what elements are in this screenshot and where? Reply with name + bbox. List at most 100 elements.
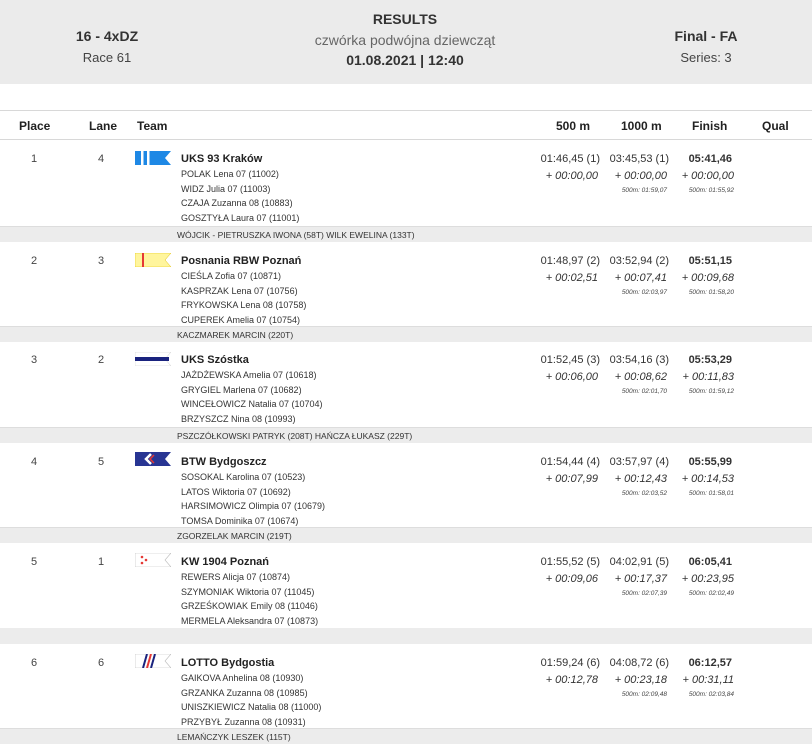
diff-finish: + 00:23,95 [681,573,734,585]
crew-member: POLAK Lena 07 (11002) [181,169,279,179]
crew-member: SOSOKAL Karolina 07 (10523) [181,472,306,482]
time-1000m: 04:02,91 (5) [609,556,669,568]
result-row: 5 1 KW 1904 Poznań REWERS Alicja 07 (108… [0,544,812,645]
diff-1000m: + 00:08,62 [614,371,667,383]
team-name: UKS Szóstka [181,354,249,366]
time-finish: 06:05,41 [688,556,732,568]
crew-member: BRZYSZCZ Nina 08 (10993) [181,413,296,424]
place-value: 6 [31,657,38,669]
event-code: 16 - 4xDZ [75,28,139,44]
diff-1000m: + 00:12,43 [614,473,667,485]
crew-member: SZYMONIAK Wiktoria 07 (11045) [181,586,315,597]
pace-1000m: 500m: 02:03,52 [621,490,667,497]
coach-bar: ZGORZELAK MARCIN (219T) [0,527,812,543]
crew-member: LATOS Wiktoria 07 (10692) [181,486,291,497]
race-datetime: 01.08.2021 | 12:40 [346,52,464,68]
crew-member: FRYKOWSKA Lena 08 (10758) [181,300,307,310]
time-1000m: 03:52,94 (2) [609,255,669,267]
crew-member: KASPRZAK Lena 07 (10756) [181,285,298,296]
club-flag-icon [135,151,171,165]
time-1000m: 03:57,97 (4) [609,456,669,468]
crew-list: GAIKOVA Anhelina 08 (10930) GRZANKA Zuza… [181,671,321,729]
diff-finish: + 00:14,53 [681,473,734,485]
team-name: Posnania RBW Poznań [181,255,302,267]
time-500m: 01:59,24 (6) [540,657,600,669]
column-finish: Finish [692,119,728,133]
pace-finish: 500m: 02:02,49 [688,590,734,597]
diff-500m: + 00:09,06 [545,573,598,585]
coach-bar: KACZMAREK MARCIN (220T) [0,326,812,342]
crew-member: GRZEŚKOWIAK Emily 08 (11046) [181,601,318,611]
time-finish: 05:55,99 [688,456,732,468]
diff-finish: + 00:00,00 [681,170,734,182]
result-row: 4 5 BTW Bydgoszcz SOSOKAL Karolina 07 (1… [0,444,812,544]
column-team: Team [137,119,168,133]
crew-member: GOSZTYŁA Laura 07 (11001) [181,212,300,223]
pace-1000m: 500m: 02:03,97 [621,289,667,296]
race-number: Race 61 [82,50,132,65]
time-1000m: 03:54,16 (3) [609,354,669,366]
coach-bar: LEMAŃCZYK LESZEK (115T) [0,728,812,744]
column-qual: Qual [762,119,789,133]
diff-finish: + 00:31,11 [682,674,734,686]
time-500m: 01:55,52 (5) [540,556,600,568]
diff-1000m: + 00:23,18 [614,674,667,686]
coach-names: LEMAŃCZYK LESZEK (115T) [177,732,291,742]
diff-500m: + 00:02,51 [545,272,598,284]
time-500m: 01:52,45 (3) [540,354,600,366]
club-flag-icon [135,654,171,668]
lane-value: 6 [98,657,105,669]
results-header: 16 - 4xDZ Race 61 RESULTS czwórka podwój… [0,0,812,84]
time-finish: 05:51,15 [688,255,732,267]
place-value: 3 [31,354,38,366]
pace-1000m: 500m: 01:59,07 [621,187,667,194]
coach-bar: WÓJCIK - PIETRUSZKA IWONA (58T) WILK EWE… [0,226,812,242]
result-row: 6 6 LOTTO Bydgostia GAIKOVA Anhelina 08 … [0,645,812,744]
column-500m: 500 m [556,119,591,133]
coach-names: PSZCZÓŁKOWSKI PATRYK (208T) HAŃCZA ŁUKAS… [177,431,413,441]
crew-member: UNISZKIEWICZ Natalia 08 (11000) [181,702,322,712]
pace-1000m: 500m: 02:01,70 [621,388,667,395]
club-flag-icon [135,352,171,366]
crew-member: WINCEŁOWICZ Natalia 07 (10704) [181,399,323,409]
diff-500m: + 00:12,78 [545,674,598,686]
pace-finish: 500m: 02:03,84 [688,691,734,698]
lane-value: 2 [98,354,105,366]
diff-500m: + 00:06,00 [545,371,598,383]
team-name: UKS 93 Kraków [181,153,263,165]
column-place: Place [19,119,51,133]
time-500m: 01:46,45 (1) [540,153,600,165]
coach-bar [0,628,812,644]
lane-value: 5 [98,456,105,468]
place-value: 5 [31,556,38,568]
crew-member: WIDZ Julia 07 (11003) [181,183,271,194]
result-row: 1 4 UKS 93 Kraków POLAK Lena 07 (11002) … [0,140,812,242]
crew-list: POLAK Lena 07 (11002) WIDZ Julia 07 (110… [181,167,299,225]
pace-1000m: 500m: 02:09,48 [621,691,667,698]
team-name: BTW Bydgoszcz [181,456,267,468]
lane-value: 4 [98,153,105,165]
crew-member: REWERS Alicja 07 (10874) [181,572,291,582]
lane-value: 3 [98,255,105,267]
lane-value: 1 [98,556,105,568]
club-flag-icon [135,452,171,466]
crew-member: CZAJA Zuzanna 08 (10883) [181,198,293,208]
result-row: 2 3 Posnania RBW Poznań CIEŚLA Zofia 07 … [0,242,812,343]
final-info: Final - FA Series: 3 [600,28,812,65]
column-lane: Lane [89,119,118,133]
time-finish: 05:41,46 [688,153,732,165]
table-header: Place Lane Team 500 m 1000 m Finish Qual [0,110,812,140]
diff-1000m: + 00:17,37 [614,573,667,585]
crew-list: SOSOKAL Karolina 07 (10523) LATOS Wiktor… [181,470,325,528]
time-500m: 01:54,44 (4) [540,456,600,468]
page-title: RESULTS [372,11,438,27]
diff-finish: + 00:11,83 [682,371,734,383]
coach-names: KACZMAREK MARCIN (220T) [177,330,294,340]
event-subtitle: czwórka podwójna dziewcząt [314,32,496,48]
coach-bar: PSZCZÓŁKOWSKI PATRYK (208T) HAŃCZA ŁUKAS… [0,427,812,443]
column-1000m: 1000 m [621,119,662,133]
diff-finish: + 00:09,68 [681,272,734,284]
place-value: 1 [31,153,38,165]
time-1000m: 03:45,53 (1) [609,153,669,165]
pace-finish: 500m: 01:58,20 [688,289,734,296]
